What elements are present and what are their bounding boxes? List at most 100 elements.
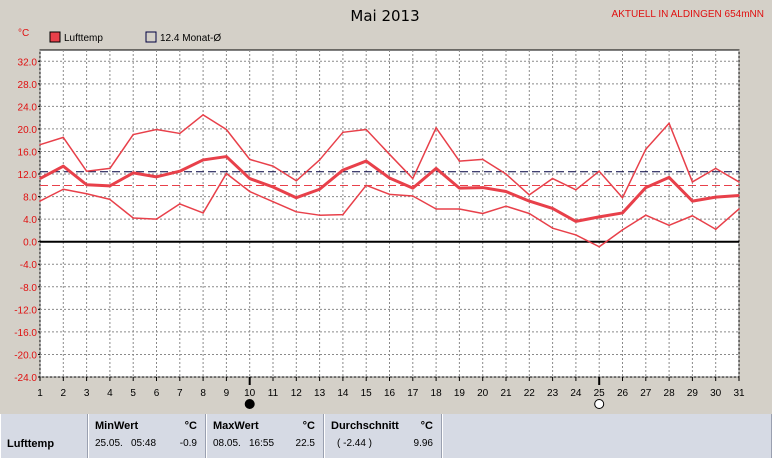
station-label: AKTUELL IN ALDINGEN 654mNN	[612, 9, 764, 20]
y-tick-label: 28.0	[18, 80, 38, 91]
max-date: 08.05.	[213, 438, 241, 449]
data-point-max	[575, 189, 577, 191]
data-point-avg	[481, 186, 484, 189]
y-tick-label: 0.0	[23, 238, 37, 249]
data-point-max	[295, 180, 298, 182]
y-tick-label: -12.0	[14, 305, 37, 316]
new-moon-icon	[244, 399, 255, 409]
x-tick-label: 10	[244, 388, 256, 399]
avg-unit: °C	[420, 420, 433, 432]
data-point-max	[505, 173, 507, 175]
y-tick-label: 4.0	[23, 215, 37, 226]
data-point-min	[132, 217, 134, 219]
data-point-max	[132, 133, 134, 136]
data-point-max	[39, 143, 41, 146]
data-point-min	[412, 195, 414, 197]
y-tick-labels: 32.0 28.0 24.0 20.0 16.0 12.0 8.0 4.0 0.0 -4.0 -8.…	[14, 57, 40, 384]
x-tick-label: 26	[617, 388, 629, 399]
y-tick-label: 20.0	[18, 125, 38, 136]
x-tick-label: 19	[454, 388, 466, 399]
data-point-min	[272, 200, 274, 203]
data-point-max	[155, 128, 158, 131]
data-point-min	[621, 229, 624, 231]
data-point-max	[481, 158, 484, 161]
x-tick-label: 16	[384, 388, 396, 399]
stats-label-cell: Lufttemp	[0, 414, 88, 458]
data-point-min	[551, 227, 554, 229]
y-tick-label: 8.0	[23, 193, 37, 204]
data-point-max	[668, 122, 670, 125]
data-point-avg	[645, 186, 647, 189]
data-point-avg	[365, 160, 368, 162]
x-tick-label: 18	[431, 388, 443, 399]
data-point-avg	[248, 177, 251, 180]
data-point-avg	[598, 216, 600, 218]
x-tick-label: 15	[361, 388, 373, 399]
data-point-min	[342, 213, 344, 216]
data-point-min	[388, 193, 391, 196]
avg-header: Durchschnitt	[331, 420, 399, 432]
data-point-max	[598, 170, 600, 173]
x-tick-label: 8	[200, 388, 206, 399]
data-point-max	[202, 114, 204, 116]
chart-title: Mai 2013	[350, 7, 419, 25]
data-point-avg	[85, 183, 88, 186]
y-tick-label: -8.0	[20, 283, 38, 294]
data-point-max	[272, 165, 274, 167]
moon-markers	[244, 377, 605, 409]
data-point-min	[528, 212, 531, 215]
data-point-min	[598, 245, 600, 248]
data-point-max	[645, 148, 647, 151]
min-unit: °C	[184, 420, 197, 432]
data-point-avg	[528, 200, 531, 202]
data-point-avg	[551, 207, 554, 210]
data-point-min	[575, 234, 577, 236]
data-point-avg	[575, 220, 577, 223]
data-point-min	[458, 208, 461, 210]
data-point-avg	[412, 187, 414, 189]
x-tick-label: 24	[570, 388, 582, 399]
x-tick-label: 22	[524, 388, 536, 399]
data-point-max	[365, 128, 368, 131]
max-header: MaxWert	[213, 420, 259, 432]
y-tick-label: 16.0	[18, 147, 38, 158]
data-point-max	[179, 132, 181, 135]
data-point-avg	[435, 167, 437, 170]
data-point-avg	[272, 186, 274, 188]
x-tick-label: 21	[500, 388, 512, 399]
min-time: 05:48	[131, 438, 157, 449]
data-point-min	[481, 212, 484, 215]
data-point-avg	[132, 172, 134, 174]
x-tick-label: 2	[61, 388, 67, 399]
data-point-min	[645, 214, 647, 216]
data-point-avg	[202, 159, 204, 161]
data-point-min	[85, 192, 88, 195]
data-point-max	[621, 196, 624, 199]
y-tick-label: -4.0	[20, 260, 38, 271]
avg-value: 9.96	[413, 438, 433, 449]
data-point-avg	[109, 185, 111, 187]
y-tick-label: 24.0	[18, 102, 38, 113]
x-tick-label: 14	[337, 388, 349, 399]
data-point-max	[412, 177, 414, 180]
x-tick-label: 27	[640, 388, 652, 399]
x-tick-label: 3	[84, 388, 90, 399]
data-point-max	[388, 153, 391, 156]
data-point-max	[458, 160, 461, 162]
x-tick-label: 7	[177, 388, 183, 399]
data-point-avg	[738, 194, 740, 197]
data-point-avg	[179, 170, 181, 173]
stats-max-cell: MaxWert °C 08.05. 16:55 22.5	[206, 414, 324, 458]
y-tick-label: 12.0	[18, 170, 38, 181]
x-tick-label: 9	[224, 388, 230, 399]
data-point-min	[714, 228, 717, 231]
data-point-max	[738, 181, 740, 183]
min-value: -0.9	[179, 438, 197, 449]
max-time: 16:55	[249, 438, 275, 449]
legend-swatch-lufttemp	[49, 31, 61, 43]
data-point-max	[62, 136, 65, 139]
data-point-avg	[318, 188, 321, 191]
max-value: 22.5	[295, 438, 315, 449]
data-point-avg	[505, 190, 507, 193]
data-point-avg	[39, 177, 41, 180]
